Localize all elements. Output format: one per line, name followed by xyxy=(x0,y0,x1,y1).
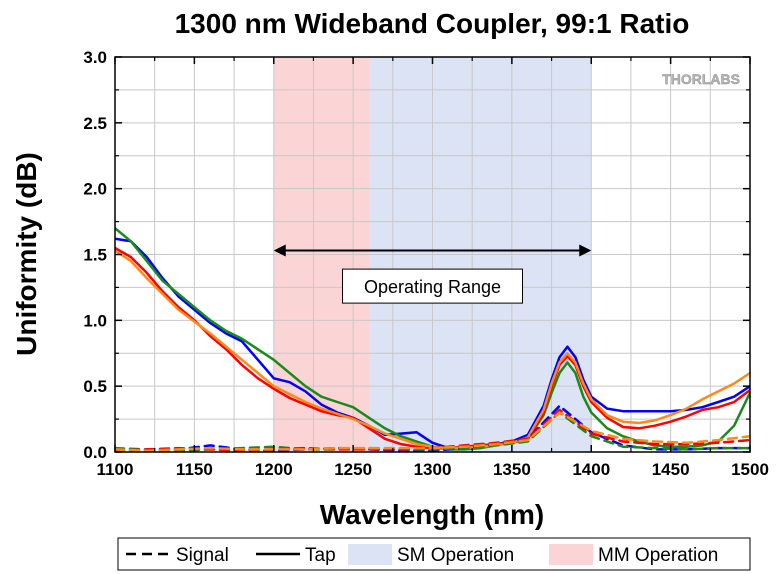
operating-range-label: Operating Range xyxy=(364,277,501,297)
y-tick-label: 0.0 xyxy=(83,443,107,462)
x-axis-title: Wavelength (nm) xyxy=(320,499,545,530)
legend-mm-swatch xyxy=(549,544,593,565)
x-tick-label: 1250 xyxy=(334,460,372,479)
legend-signal-label: Signal xyxy=(176,545,229,566)
legend-sm-label: SM Operation xyxy=(397,545,514,566)
legend-frame xyxy=(117,537,751,571)
y-tick-label: 2.0 xyxy=(83,180,107,199)
legend-tap-label: Tap xyxy=(305,545,336,566)
legend-mm-label: MM Operation xyxy=(598,545,718,566)
y-tick-label: 1.5 xyxy=(83,246,107,265)
x-tick-label: 1200 xyxy=(255,460,293,479)
chart-title: 1300 nm Wideband Coupler, 99:1 Ratio xyxy=(175,8,690,39)
y-axis-title: Uniformity (dB) xyxy=(11,152,42,356)
legend: Signal Tap SM Operation MM Operation xyxy=(117,537,751,571)
y-tick-label: 3.0 xyxy=(83,48,107,67)
y-tick-label: 1.0 xyxy=(83,311,107,330)
x-tick-label: 1450 xyxy=(652,460,690,479)
x-tick-label: 1300 xyxy=(414,460,452,479)
brand-logo: THORLABS xyxy=(662,71,740,87)
tap-series-line xyxy=(115,249,750,450)
arrowhead-right-icon xyxy=(579,244,592,257)
x-tick-label: 1150 xyxy=(176,460,213,479)
operating-range-annotation: Operating Range xyxy=(273,244,592,304)
x-tick-label: 1350 xyxy=(493,460,531,479)
operating-range-label-box xyxy=(342,268,523,304)
x-tick-label: 1500 xyxy=(731,460,769,479)
axis-ticks: 1100 1150 1200 1250 1300 1350 1400 1450 1500 0.0 0… xyxy=(83,48,769,479)
arrowhead-left-icon xyxy=(273,244,286,257)
tap-series-line xyxy=(115,226,750,451)
legend-sm-swatch xyxy=(348,544,392,565)
grid xyxy=(115,57,750,452)
brand-logo-text: THORLABS xyxy=(662,71,740,87)
x-tick-label: 1100 xyxy=(97,460,134,479)
y-tick-label: 0.5 xyxy=(83,377,107,396)
y-tick-label: 2.5 xyxy=(83,114,107,133)
x-tick-label: 1400 xyxy=(572,460,610,479)
